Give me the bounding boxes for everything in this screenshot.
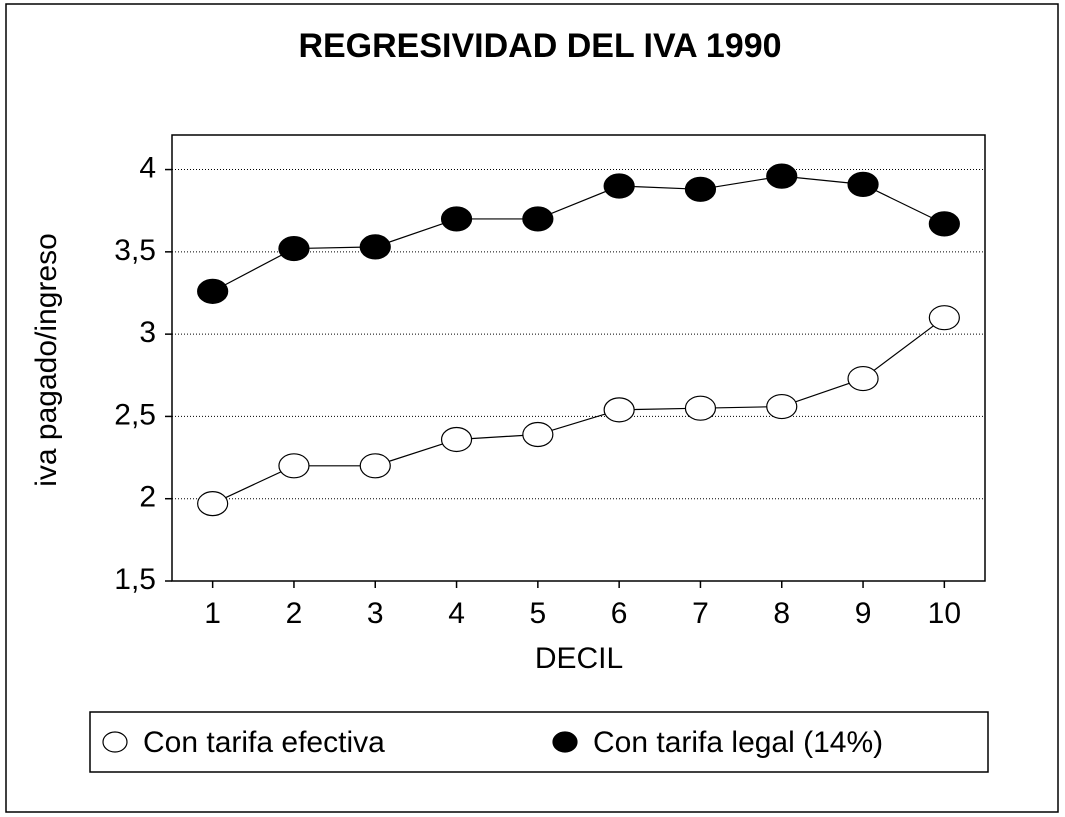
y-tick-label: 2	[139, 481, 156, 514]
point	[278, 235, 310, 262]
x-tick-label: 4	[448, 597, 465, 630]
y-tick-label: 1,5	[114, 563, 156, 596]
series-line	[212, 175, 945, 292]
x-tick-label: 8	[773, 597, 790, 630]
legend-label: Con tarifa efectiva	[143, 726, 385, 759]
x-tick-label: 10	[928, 597, 961, 630]
x-axis-label: DECIL	[535, 642, 623, 675]
point	[684, 176, 717, 202]
x-tick-label: 5	[530, 597, 547, 630]
point	[603, 397, 635, 423]
point	[766, 393, 798, 420]
point	[684, 395, 717, 421]
chart-title: REGRESIVIDAD DEL IVA 1990	[298, 27, 781, 65]
y-tick-label: 4	[139, 151, 156, 184]
point	[278, 453, 310, 479]
series-line	[212, 317, 945, 505]
x-tick-label: 2	[286, 597, 303, 630]
y-tick-label: 3	[139, 316, 156, 349]
point	[603, 173, 635, 199]
frame	[5, 3, 1059, 813]
point	[522, 206, 554, 232]
y-tick-label: 2,5	[114, 398, 156, 431]
x-tick-label: 3	[367, 597, 384, 630]
point	[359, 234, 391, 260]
legend-marker	[102, 731, 128, 753]
point	[928, 305, 960, 331]
x-tick-label: 1	[204, 597, 221, 630]
x-tick-label: 7	[692, 597, 709, 630]
legend-marker	[552, 731, 578, 753]
x-tick-label: 9	[855, 597, 872, 630]
legend-box	[89, 711, 989, 773]
point	[847, 365, 879, 392]
x-tick-label: 6	[611, 597, 628, 630]
point	[197, 278, 229, 304]
y-axis-label: iva pagado/ingreso	[30, 233, 63, 487]
point	[928, 211, 960, 237]
y-tick-label: 3,5	[114, 234, 156, 267]
point	[522, 421, 554, 448]
point	[440, 426, 473, 453]
plot-area	[171, 134, 986, 582]
point	[197, 491, 229, 517]
legend-label: Con tarifa legal (14%)	[593, 726, 883, 759]
point	[766, 163, 798, 189]
point	[847, 171, 879, 197]
point	[440, 206, 473, 232]
point	[359, 453, 391, 479]
